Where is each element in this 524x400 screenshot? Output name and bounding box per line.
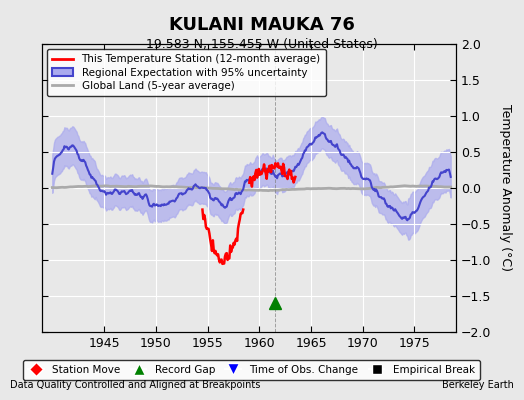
Legend: Station Move, Record Gap, Time of Obs. Change, Empirical Break: Station Move, Record Gap, Time of Obs. C… [23, 360, 480, 380]
Y-axis label: Temperature Anomaly (°C): Temperature Anomaly (°C) [499, 104, 512, 272]
Text: Berkeley Earth: Berkeley Earth [442, 380, 514, 390]
Text: 19.583 N, 155.455 W (United States): 19.583 N, 155.455 W (United States) [146, 38, 378, 51]
Legend: This Temperature Station (12-month average), Regional Expectation with 95% uncer: This Temperature Station (12-month avera… [47, 49, 326, 96]
Text: KULANI MAUKA 76: KULANI MAUKA 76 [169, 16, 355, 34]
Text: Data Quality Controlled and Aligned at Breakpoints: Data Quality Controlled and Aligned at B… [10, 380, 261, 390]
